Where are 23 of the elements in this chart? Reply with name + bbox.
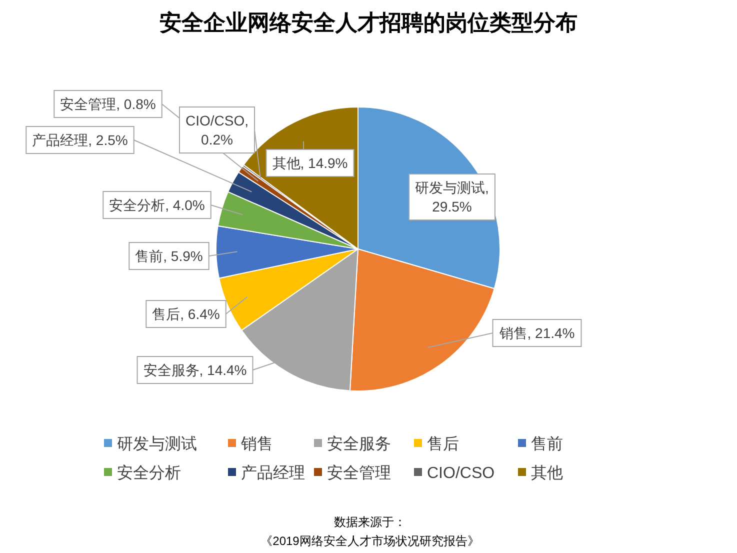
data-label: 安全管理, 0.8%: [60, 96, 156, 112]
data-label: 其他, 14.9%: [272, 155, 348, 171]
text: 《2019网络安全人才市场状况研究报告》: [260, 534, 480, 548]
legend-label: 安全服务: [327, 435, 391, 453]
legend-label: 售后: [427, 435, 459, 453]
data-label: 安全分析, 4.0%: [109, 197, 205, 213]
legend-label: 销售: [240, 436, 273, 453]
data-label: 售后, 6.4%: [152, 306, 220, 322]
data-label: 研发与测试, 29.5%: [415, 180, 489, 214]
legend-label: 产品经理: [241, 464, 305, 482]
legend-label: 安全分析: [117, 464, 181, 482]
legend-label: 安全管理: [327, 464, 391, 482]
legend-label: 研发与测试: [117, 435, 197, 453]
chart-title: 安全企业网络安全人才招聘的岗位类型分布: [160, 10, 578, 36]
legend-label: 售前: [531, 435, 563, 453]
legend-label: CIO/CSO: [427, 465, 495, 482]
data-label: 产品经理, 2.5%: [32, 132, 128, 148]
text: 数据来源于：: [334, 515, 406, 529]
legend-label: 其他: [531, 464, 563, 482]
data-label: CIO/CSO, 0.2%: [185, 112, 249, 148]
data-label: 售前, 5.9%: [135, 248, 203, 264]
data-label: 安全服务, 14.4%: [143, 362, 247, 378]
data-label: 销售, 21.4%: [498, 325, 575, 341]
